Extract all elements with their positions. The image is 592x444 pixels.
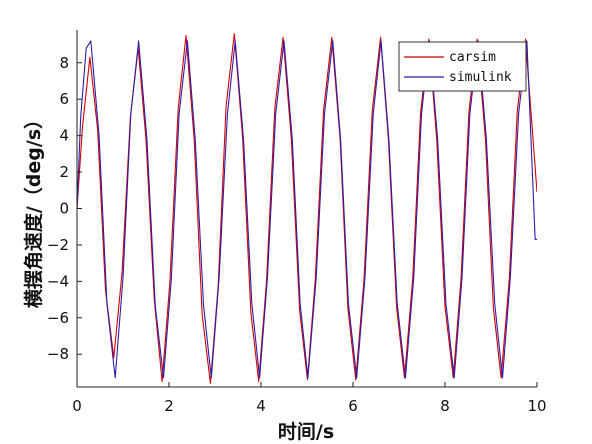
x-tick-label: 0 bbox=[72, 397, 82, 415]
x-tick-label: 8 bbox=[440, 397, 450, 415]
series-line-carsim bbox=[77, 33, 537, 384]
y-tick-label: 2 bbox=[59, 163, 69, 181]
series-line-simulink bbox=[77, 40, 537, 379]
y-axis-label: 横摆角速度/（deg/s） bbox=[22, 110, 45, 308]
legend-box bbox=[398, 41, 527, 92]
y-tick-label: −4 bbox=[47, 272, 69, 290]
y-tick-label: −2 bbox=[47, 236, 69, 254]
y-tick-label: 0 bbox=[59, 200, 69, 218]
x-tick-label: 2 bbox=[164, 397, 174, 415]
y-tick-label: −8 bbox=[47, 345, 69, 363]
x-tick-label: 4 bbox=[256, 397, 266, 415]
x-tick-label: 10 bbox=[527, 397, 546, 415]
y-tick-label: −6 bbox=[47, 309, 69, 327]
series-layer bbox=[77, 33, 537, 384]
x-axis-label: 时间/s bbox=[278, 421, 334, 443]
ticks-layer: 0 2 4 6 8 10 −8 −6 −4 −2 0 2 4 6 8 bbox=[47, 54, 547, 415]
x-tick-label: 6 bbox=[348, 397, 358, 415]
y-tick-label: 4 bbox=[59, 127, 69, 145]
legend-label-simulink: simulink bbox=[449, 70, 512, 85]
y-tick-label: 6 bbox=[59, 90, 69, 108]
legend-label-carsim: carsim bbox=[449, 50, 496, 65]
legend: carsim simulink bbox=[398, 41, 527, 92]
y-tick-label: 8 bbox=[59, 54, 69, 72]
